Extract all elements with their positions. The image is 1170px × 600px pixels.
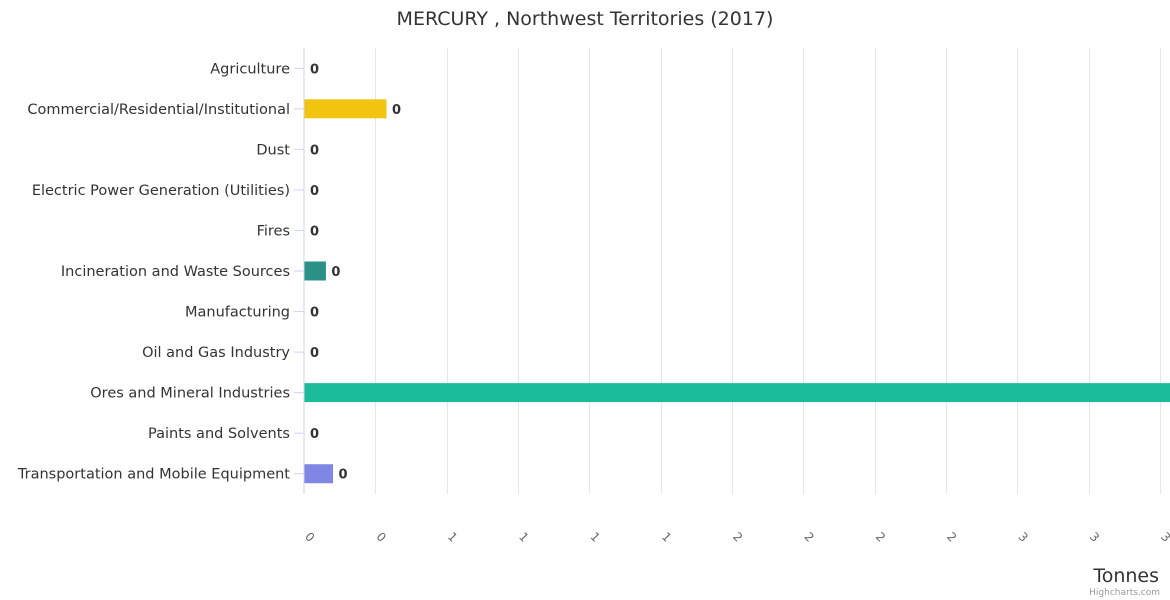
data-label: 0 bbox=[310, 427, 319, 442]
category-label: Commercial/Residential/Institutional bbox=[27, 102, 290, 118]
data-label: 0 bbox=[310, 184, 319, 199]
data-label: 0 bbox=[310, 143, 319, 158]
category-label: Incineration and Waste Sources bbox=[61, 264, 290, 280]
data-label: 0 bbox=[310, 306, 319, 321]
grid-lines bbox=[375, 48, 1161, 494]
x-axis-title: Tonnes bbox=[1092, 565, 1159, 587]
category-label: Paints and Solvents bbox=[148, 426, 290, 442]
category-label: Dust bbox=[256, 142, 290, 158]
category-label: Oil and Gas Industry bbox=[142, 345, 290, 361]
data-label: 0 bbox=[310, 346, 319, 361]
bars bbox=[304, 99, 1170, 484]
chart-title: MERCURY , Northwest Territories (2017) bbox=[397, 8, 774, 30]
bar bbox=[304, 99, 387, 119]
bar bbox=[304, 464, 334, 484]
category-labels: Agriculture Commercial/Residential/Instit… bbox=[17, 61, 291, 482]
chart-credit[interactable]: Highcharts.com bbox=[1089, 588, 1160, 598]
data-label: 0 bbox=[339, 468, 348, 483]
data-label: 0 bbox=[310, 224, 319, 239]
data-label: 0 bbox=[331, 265, 340, 280]
x-tick-label: 3 bbox=[1158, 530, 1170, 545]
data-labels: 00000000300 bbox=[310, 62, 401, 483]
bar bbox=[304, 383, 1170, 403]
category-label: Agriculture bbox=[210, 61, 290, 77]
category-label: Ores and Mineral Industries bbox=[90, 386, 290, 402]
category-ticks bbox=[294, 67, 304, 475]
data-label: 0 bbox=[310, 62, 319, 77]
bar bbox=[304, 261, 326, 281]
category-label: Fires bbox=[257, 223, 290, 239]
category-label: Electric Power Generation (Utilities) bbox=[32, 183, 290, 199]
data-label: 0 bbox=[392, 103, 401, 118]
category-label: Manufacturing bbox=[185, 305, 290, 321]
category-label: Transportation and Mobile Equipment bbox=[17, 467, 290, 483]
